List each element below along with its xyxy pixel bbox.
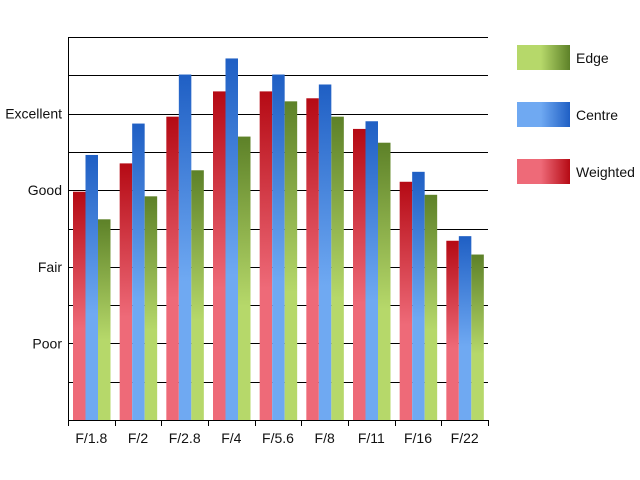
bar-edge-f16 bbox=[424, 194, 438, 420]
y-tick-label: Excellent bbox=[5, 106, 62, 122]
bars bbox=[73, 58, 484, 421]
bar-edge-f4 bbox=[238, 136, 251, 420]
legend-swatch-edge bbox=[517, 45, 570, 70]
bar-weighted-f16 bbox=[399, 181, 413, 420]
x-tick-label: F/5.6 bbox=[262, 430, 294, 446]
bar-weighted-f8 bbox=[306, 98, 319, 420]
x-tick-label: F/8 bbox=[315, 430, 335, 446]
bar-weighted-f4 bbox=[213, 91, 226, 420]
y-tick-labels: Poor Fair Good Excellent bbox=[5, 106, 62, 352]
legend-item-weighted: Weighted bbox=[517, 159, 635, 184]
legend-label-weighted: Weighted bbox=[576, 164, 635, 180]
bar-centre-f4 bbox=[225, 58, 238, 420]
bar-centre-f8 bbox=[318, 84, 332, 421]
bar-weighted-f2 bbox=[119, 163, 133, 420]
bar-edge-f2 bbox=[144, 196, 158, 420]
bar-edge-f28 bbox=[191, 170, 204, 420]
x-tick-label: F/11 bbox=[358, 430, 385, 446]
legend-swatch-centre bbox=[517, 102, 570, 127]
bar-edge-f8 bbox=[331, 116, 344, 420]
x-tick-label: F/22 bbox=[451, 430, 479, 446]
bar-weighted-f56 bbox=[259, 91, 273, 420]
bar-edge-f11 bbox=[378, 142, 391, 420]
bar-centre-f28 bbox=[178, 74, 192, 420]
bar-centre-f2 bbox=[132, 123, 145, 420]
bar-weighted-f22 bbox=[446, 240, 459, 420]
legend: Edge Centre Weighted bbox=[517, 45, 635, 184]
x-tick-label: F/16 bbox=[404, 430, 432, 446]
axes bbox=[68, 37, 489, 426]
legend-item-edge: Edge bbox=[517, 45, 609, 70]
bar-weighted-f11 bbox=[353, 128, 366, 421]
y-tick-label: Poor bbox=[32, 335, 62, 351]
bar-edge-f56 bbox=[284, 101, 298, 420]
bar-centre-f18 bbox=[85, 154, 98, 420]
legend-label-centre: Centre bbox=[576, 107, 618, 123]
legend-item-centre: Centre bbox=[517, 102, 618, 127]
bar-edge-f18 bbox=[98, 219, 111, 420]
bar-centre-f16 bbox=[412, 171, 425, 420]
bar-weighted-f28 bbox=[166, 116, 179, 420]
x-tick-labels: F/1.8 F/2 F/2.8 F/4 F/5.6 F/8 F/11 F/16 F/22 bbox=[75, 430, 479, 446]
legend-label-edge: Edge bbox=[576, 50, 609, 66]
bar-centre-f56 bbox=[272, 74, 285, 420]
x-tick-label: F/2.8 bbox=[169, 430, 201, 446]
bar-weighted-f18 bbox=[73, 191, 86, 420]
y-tick-label: Fair bbox=[38, 259, 62, 275]
x-tick-label: F/2 bbox=[128, 430, 148, 446]
x-tick-label: F/4 bbox=[221, 430, 241, 446]
bar-edge-f22 bbox=[471, 254, 484, 420]
bar-centre-f11 bbox=[365, 121, 378, 420]
y-tick-label: Good bbox=[28, 182, 62, 198]
bar-centre-f22 bbox=[458, 236, 472, 420]
x-tick-label: F/1.8 bbox=[75, 430, 107, 446]
legend-swatch-weighted bbox=[517, 159, 570, 184]
